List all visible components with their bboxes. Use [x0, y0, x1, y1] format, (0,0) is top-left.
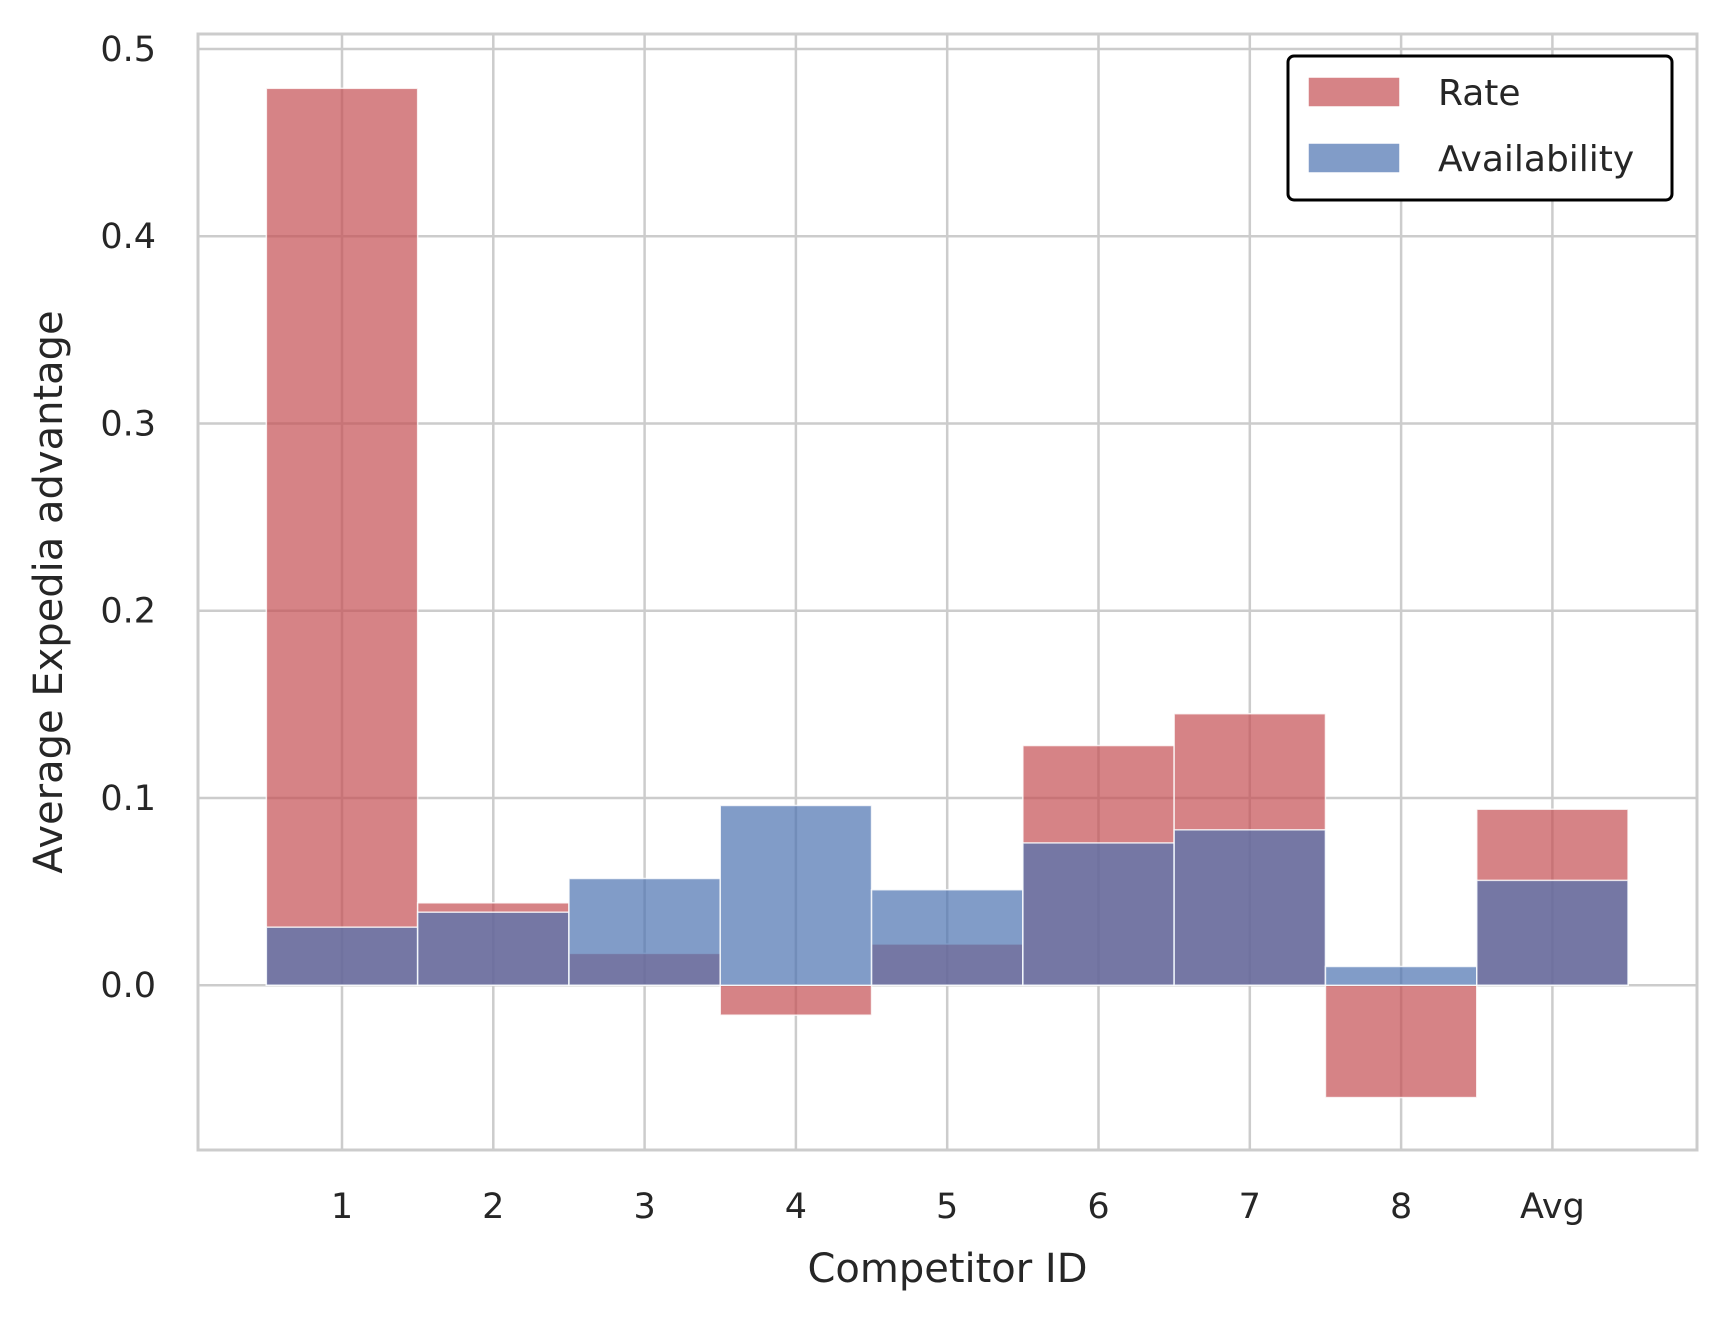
x-tick-labels: 1 2 3 4 5 6 7 8 Avg: [331, 1187, 1585, 1227]
bars: [265, 87, 1629, 1099]
bar-availability-8: [1324, 965, 1478, 986]
bar-availability-1: [265, 926, 419, 986]
bar-rate-8: [1324, 984, 1478, 1099]
bar-rate-1: [265, 87, 419, 986]
bar-availability-2: [416, 911, 570, 986]
legend-label-rate: Rate: [1438, 73, 1521, 114]
y-tick-label: 0.2: [100, 592, 156, 632]
y-tick-label: 0.0: [100, 966, 156, 1006]
x-tick-label: 8: [1390, 1187, 1412, 1227]
x-tick-label: 5: [936, 1187, 958, 1227]
x-tick-label: 4: [785, 1187, 807, 1227]
x-tick-label: 1: [331, 1187, 353, 1227]
legend-swatch-availability: [1307, 142, 1401, 174]
x-tick-label: 7: [1239, 1187, 1261, 1227]
x-tick-label: 6: [1087, 1187, 1109, 1227]
y-tick-label: 0.3: [100, 404, 156, 444]
y-tick-label: 0.4: [100, 217, 156, 257]
x-tick-label: 3: [633, 1187, 655, 1227]
bar-availability-6: [1022, 842, 1175, 986]
plot-frame: [196, 32, 1699, 1152]
bar-availability-3: [568, 877, 722, 986]
y-axis-label: Average Expedia advantage: [26, 310, 72, 873]
y-tick-label: 0.5: [100, 30, 156, 70]
bar-availability-avg: [1476, 879, 1629, 986]
x-tick-label: Avg: [1520, 1187, 1585, 1227]
bar-availability-5: [870, 888, 1024, 986]
y-tick-label: 0.1: [100, 779, 156, 819]
x-tick-label: 2: [482, 1187, 504, 1227]
legend-label-availability: Availability: [1438, 139, 1634, 180]
bar-availability-7: [1173, 829, 1327, 986]
bar-rate-4: [719, 984, 873, 1016]
x-axis-label: Competitor ID: [807, 1246, 1087, 1292]
bar-availability-4: [719, 804, 873, 986]
legend: Rate Availability: [1286, 54, 1674, 202]
y-tick-labels: 0.0 0.1 0.2 0.3 0.4 0.5: [100, 30, 156, 1006]
legend-swatch-rate: [1307, 76, 1401, 108]
